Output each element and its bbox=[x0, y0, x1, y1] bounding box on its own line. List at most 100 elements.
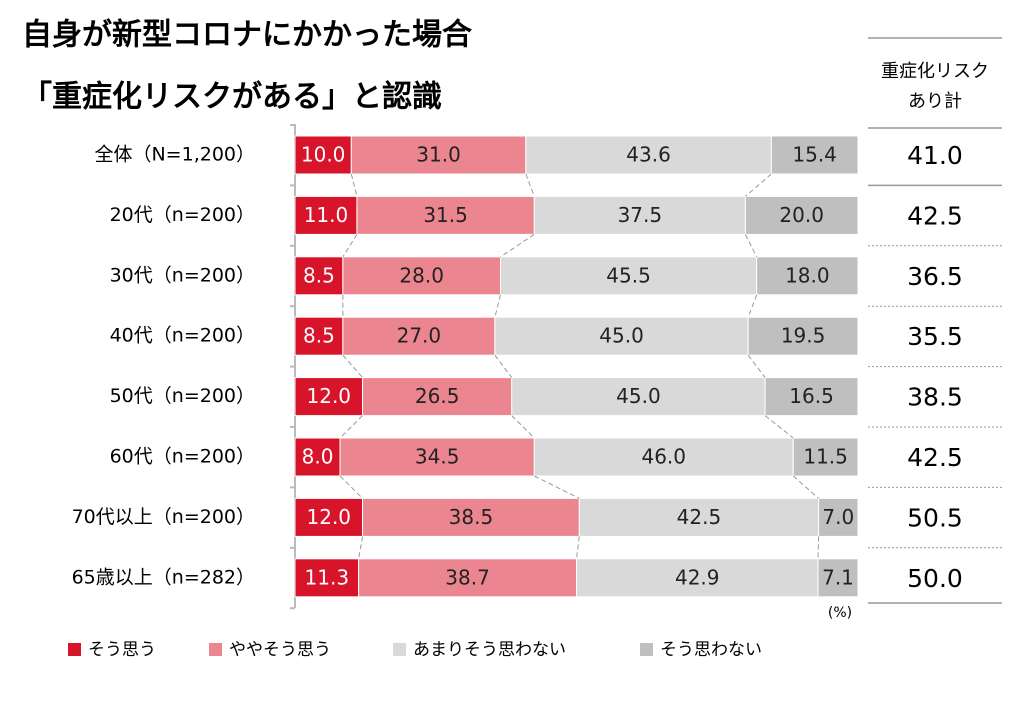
chart-title: 「重症化リスクがある」と認識 bbox=[22, 80, 442, 115]
data-label: 42.5 bbox=[677, 505, 722, 529]
bar-segment bbox=[362, 377, 513, 417]
data-label: 34.5 bbox=[415, 445, 460, 469]
bar-segment bbox=[356, 195, 535, 235]
unit-label: (%) bbox=[828, 605, 852, 621]
bar-segment bbox=[817, 558, 859, 598]
total-value: 50.5 bbox=[907, 503, 963, 532]
connector bbox=[358, 536, 364, 559]
legend-swatch bbox=[209, 643, 222, 656]
data-label: 15.4 bbox=[792, 143, 837, 167]
bar-segment bbox=[358, 558, 577, 598]
bar-segment bbox=[342, 316, 496, 356]
connector bbox=[342, 234, 358, 258]
connector bbox=[534, 475, 580, 499]
data-label: 20.0 bbox=[779, 203, 824, 227]
bar-segment bbox=[744, 195, 859, 235]
legend-label: ややそう思う bbox=[229, 640, 331, 660]
total-value: 42.5 bbox=[907, 443, 963, 472]
category-label: 30代（n=200） bbox=[110, 264, 255, 286]
legend-swatch bbox=[68, 643, 81, 656]
data-label: 16.5 bbox=[789, 384, 834, 408]
bar-segment bbox=[494, 316, 749, 356]
data-label: 10.0 bbox=[301, 143, 346, 167]
chart-title: 自身が新型コロナにかかった場合 bbox=[22, 18, 472, 53]
category-label: 65歳以上（n=282） bbox=[72, 566, 255, 588]
bar-segment bbox=[350, 135, 527, 175]
legend-swatch bbox=[640, 643, 653, 656]
data-label: 45.0 bbox=[616, 384, 661, 408]
data-label: 46.0 bbox=[641, 445, 686, 469]
connector bbox=[817, 536, 820, 559]
bar-segment bbox=[362, 497, 580, 537]
data-label: 11.0 bbox=[304, 203, 349, 227]
bar-segment bbox=[294, 437, 341, 477]
connector bbox=[747, 294, 758, 318]
data-label: 19.5 bbox=[781, 324, 826, 348]
data-label: 7.1 bbox=[822, 565, 854, 589]
category-label: 60代（n=200） bbox=[110, 446, 255, 468]
data-label: 12.0 bbox=[307, 505, 352, 529]
connector bbox=[576, 536, 580, 559]
connector bbox=[525, 173, 535, 197]
connector bbox=[792, 475, 819, 499]
bar-segment bbox=[818, 497, 859, 537]
connector bbox=[342, 354, 363, 378]
data-label: 37.5 bbox=[618, 203, 663, 227]
data-label: 31.0 bbox=[416, 143, 461, 167]
bar-segment bbox=[792, 437, 859, 477]
data-label: 38.7 bbox=[445, 565, 490, 589]
category-label: 40代（n=200） bbox=[110, 325, 255, 347]
data-label: 43.6 bbox=[626, 143, 671, 167]
total-value: 41.0 bbox=[907, 141, 963, 170]
data-label: 42.9 bbox=[675, 565, 720, 589]
connector bbox=[747, 354, 766, 378]
bar-segment bbox=[764, 377, 859, 417]
data-label: 18.0 bbox=[785, 263, 830, 287]
data-label: 31.5 bbox=[423, 203, 468, 227]
data-label: 26.5 bbox=[415, 384, 460, 408]
bar-segment bbox=[533, 195, 746, 235]
bar-segment bbox=[511, 377, 766, 417]
category-label: 70代以上（n=200） bbox=[72, 506, 255, 528]
data-label: 45.0 bbox=[599, 324, 644, 348]
bar-segment bbox=[294, 316, 344, 356]
bar-segment bbox=[756, 256, 859, 296]
connector bbox=[745, 173, 772, 197]
bar-segment bbox=[747, 316, 859, 356]
total-value: 36.5 bbox=[907, 262, 963, 291]
table-header: あり計 bbox=[908, 91, 962, 112]
connector bbox=[350, 173, 358, 197]
data-label: 8.5 bbox=[303, 263, 335, 287]
total-value: 42.5 bbox=[907, 201, 963, 230]
bar-segment bbox=[294, 558, 360, 598]
data-label: 45.5 bbox=[606, 263, 651, 287]
connector bbox=[511, 415, 535, 439]
total-value: 38.5 bbox=[907, 383, 963, 412]
data-label: 7.0 bbox=[822, 505, 854, 529]
bar-segment bbox=[294, 256, 344, 296]
legend-label: そう思う bbox=[88, 640, 156, 660]
bar-segment bbox=[342, 256, 501, 296]
bar-segment bbox=[294, 195, 358, 235]
data-label: 11.3 bbox=[305, 565, 350, 589]
bar-segment bbox=[525, 135, 772, 175]
bar-segment bbox=[578, 497, 820, 537]
total-value: 50.0 bbox=[907, 564, 963, 593]
connector bbox=[494, 294, 501, 318]
bar-segment bbox=[499, 256, 758, 296]
connector bbox=[339, 415, 363, 439]
connector bbox=[494, 354, 513, 378]
bar-segment bbox=[533, 437, 794, 477]
data-label: 28.0 bbox=[399, 263, 444, 287]
connector bbox=[500, 233, 535, 258]
connector bbox=[764, 415, 794, 439]
data-label: 11.5 bbox=[803, 445, 848, 469]
data-label: 12.0 bbox=[307, 384, 352, 408]
legend-label: あまりそう思わない bbox=[413, 640, 566, 660]
table-header: 重症化リスク bbox=[881, 61, 989, 82]
connector bbox=[339, 475, 363, 499]
category-label: 全体（N=1,200） bbox=[94, 144, 255, 166]
bar-segment bbox=[294, 497, 364, 537]
category-label: 20代（n=200） bbox=[110, 204, 255, 226]
